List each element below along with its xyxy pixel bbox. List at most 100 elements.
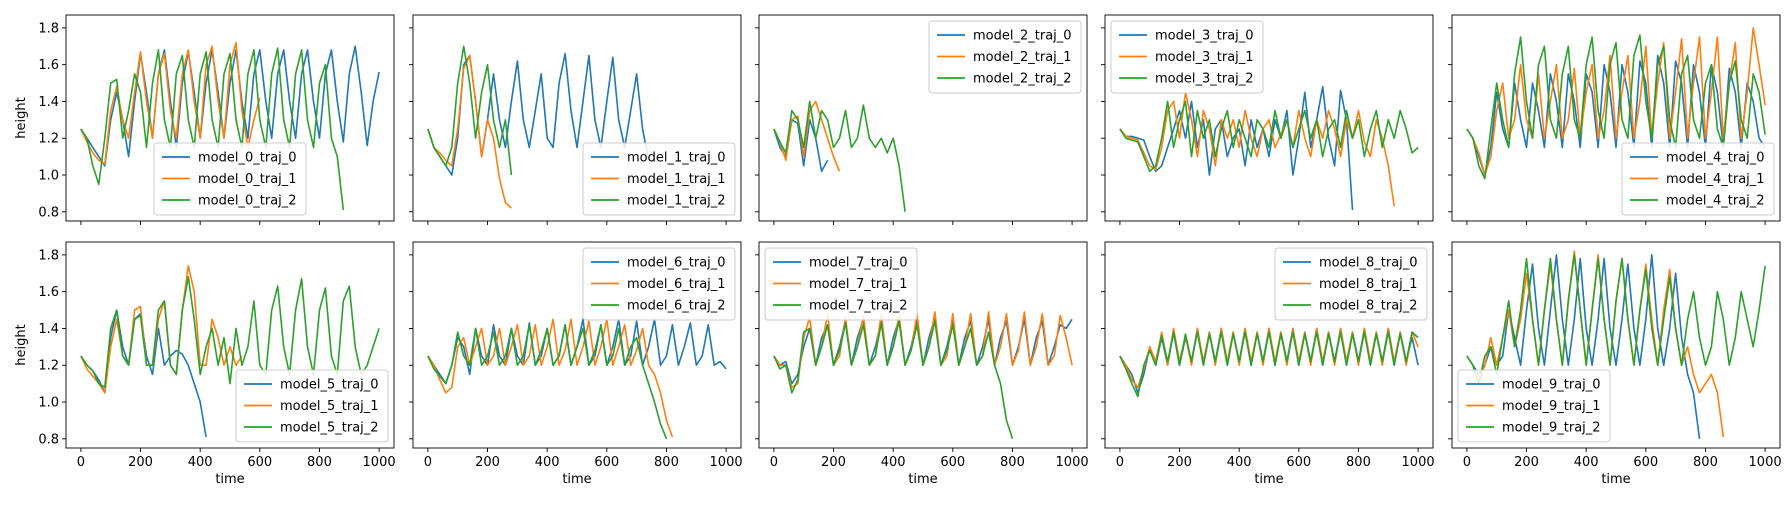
legend-box [1110, 20, 1264, 94]
y-tick-label: 1.2 [38, 359, 59, 374]
x-tick-label: 0 [1463, 455, 1471, 470]
legend-box [235, 369, 389, 443]
x-axis-label: time [1601, 472, 1630, 487]
legend-label: model_8_traj_1 [1319, 277, 1418, 292]
series-line-model_1_traj_0 [427, 52, 650, 176]
x-axis-label: time [1254, 472, 1283, 487]
legend-label: model_6_traj_2 [627, 299, 726, 314]
x-tick-label: 800 [1000, 455, 1025, 470]
series-line-model_6_traj_1 [427, 318, 674, 438]
legend-box [928, 20, 1082, 94]
x-tick-label: 200 [128, 455, 153, 470]
legend-label: model_5_traj_1 [280, 399, 379, 414]
legend: model_0_traj_0 model_0_traj_1 model_0_traj… [153, 142, 307, 216]
series-line-model_0_traj_2 [80, 47, 345, 211]
subplot-0: 0.8 1.0 1.2 1.4 1.6 1.8 height model_0_traj_0mo… [14, 14, 395, 225]
y-axis-label: height [14, 97, 29, 138]
subplot-1: model_1_traj_0 model_1_traj_1 model_1_traj… [409, 14, 742, 225]
y-tick-label: 1.8 [38, 248, 59, 263]
legend: model_3_traj_0 model_3_traj_1 model_3_traj… [1110, 20, 1264, 94]
x-tick-label: 600 [247, 455, 272, 470]
series-line-model_4_traj_2 [1466, 34, 1766, 180]
series-line-model_7_traj_2 [773, 320, 1014, 440]
legend: model_9_traj_0 model_9_traj_1 model_9_traj… [1457, 369, 1611, 443]
series-line-model_1_traj_1 [427, 54, 512, 209]
legend-label: model_6_traj_1 [627, 277, 726, 292]
x-axis-label: time [562, 472, 591, 487]
legend-box [764, 247, 918, 321]
legend-label: model_1_traj_1 [627, 172, 726, 187]
legend-label: model_4_traj_1 [1666, 172, 1765, 187]
legend: model_8_traj_0 model_8_traj_1 model_8_traj… [1274, 247, 1428, 321]
legend-label: model_9_traj_1 [1502, 399, 1601, 414]
legend-label: model_0_traj_2 [198, 194, 297, 209]
legend-label: model_5_traj_0 [280, 378, 379, 393]
legend-label: model_3_traj_0 [1155, 29, 1254, 44]
x-tick-label: 400 [1227, 455, 1252, 470]
x-axis-label: time [908, 472, 937, 487]
legend-label: model_0_traj_1 [198, 172, 297, 187]
legend-label: model_8_traj_2 [1319, 299, 1418, 314]
legend-label: model_2_traj_0 [973, 29, 1072, 44]
legend: model_4_traj_0 model_4_traj_1 model_4_traj… [1621, 142, 1775, 216]
y-tick-label: 1.6 [38, 58, 59, 73]
y-tick-label: 1.2 [38, 132, 59, 147]
x-tick-label: 600 [594, 455, 619, 470]
subplot-5: 0 200 400 600 800 1000 0.8 1.0 1.2 1.4 1.6 1.8 time h… [14, 241, 396, 487]
series-line-model_1_traj_2 [427, 45, 513, 176]
y-tick-label: 1.8 [38, 21, 59, 36]
x-tick-label: 400 [188, 455, 213, 470]
legend-label: model_0_traj_0 [198, 151, 297, 166]
subplot-8: 0 200 400 600 800 1000 time model_8_traj_0model… [1101, 241, 1435, 487]
y-tick-label: 0.8 [38, 205, 59, 220]
subplot-7: 0 200 400 600 800 1000 time model_7_traj_0model… [755, 241, 1089, 487]
x-tick-label: 400 [535, 455, 560, 470]
subplot-9: 0 200 400 600 800 1000 time model_9_traj_0model… [1448, 241, 1782, 487]
y-tick-label: 0.8 [38, 432, 59, 447]
series-line-model_5_traj_1 [80, 265, 243, 394]
legend: model_1_traj_0 model_1_traj_1 model_1_traj… [582, 142, 736, 216]
legend: model_5_traj_0 model_5_traj_1 model_5_traj… [235, 369, 389, 443]
series-line-model_2_traj_2 [773, 100, 906, 212]
x-tick-label: 200 [821, 455, 846, 470]
series-line-model_5_traj_2 [80, 276, 380, 389]
subplot-6: 0 200 400 600 800 1000 time model_6_traj_0model… [409, 241, 743, 487]
series-line-model_3_traj_1 [1119, 91, 1395, 207]
series-line-model_6_traj_2 [427, 323, 668, 440]
y-axis-label: height [14, 324, 29, 365]
x-tick-label: 600 [1633, 455, 1658, 470]
series-line-model_8_traj_2 [1119, 331, 1419, 398]
plot-frame [65, 14, 395, 222]
legend-box [582, 142, 736, 216]
legend-box [1457, 369, 1611, 443]
x-tick-label: 800 [307, 455, 332, 470]
x-tick-label: 600 [940, 455, 965, 470]
series-line-model_3_traj_2 [1119, 100, 1419, 173]
legend-label: model_1_traj_0 [627, 151, 726, 166]
legend-label: model_5_traj_2 [280, 421, 379, 436]
x-tick-label: 800 [654, 455, 679, 470]
y-tick-label: 1.0 [38, 169, 59, 184]
legend-box [153, 142, 307, 216]
plot-frame [1451, 14, 1781, 222]
legend-label: model_7_traj_0 [809, 256, 908, 271]
plot-frame [758, 14, 1088, 222]
legend-label: model_4_traj_2 [1666, 194, 1765, 209]
legend-label: model_2_traj_2 [973, 72, 1072, 87]
legend: model_7_traj_0 model_7_traj_1 model_7_traj… [764, 247, 918, 321]
series-line-model_4_traj_1 [1466, 27, 1766, 176]
subplot-2: model_2_traj_0 model_2_traj_1 model_2_traj… [755, 14, 1088, 225]
legend-label: model_9_traj_2 [1502, 421, 1601, 436]
x-tick-label: 0 [770, 455, 778, 470]
legend-label: model_7_traj_2 [809, 299, 908, 314]
x-tick-label: 800 [1346, 455, 1371, 470]
plot-frame [1451, 241, 1781, 449]
plot-frame [1104, 241, 1434, 449]
y-tick-label: 1.4 [38, 95, 59, 110]
x-tick-label: 200 [1167, 455, 1192, 470]
legend-label: model_4_traj_0 [1666, 151, 1765, 166]
legend-label: model_1_traj_2 [627, 194, 726, 209]
legend-box [1621, 142, 1775, 216]
legend-label: model_2_traj_1 [973, 50, 1072, 65]
